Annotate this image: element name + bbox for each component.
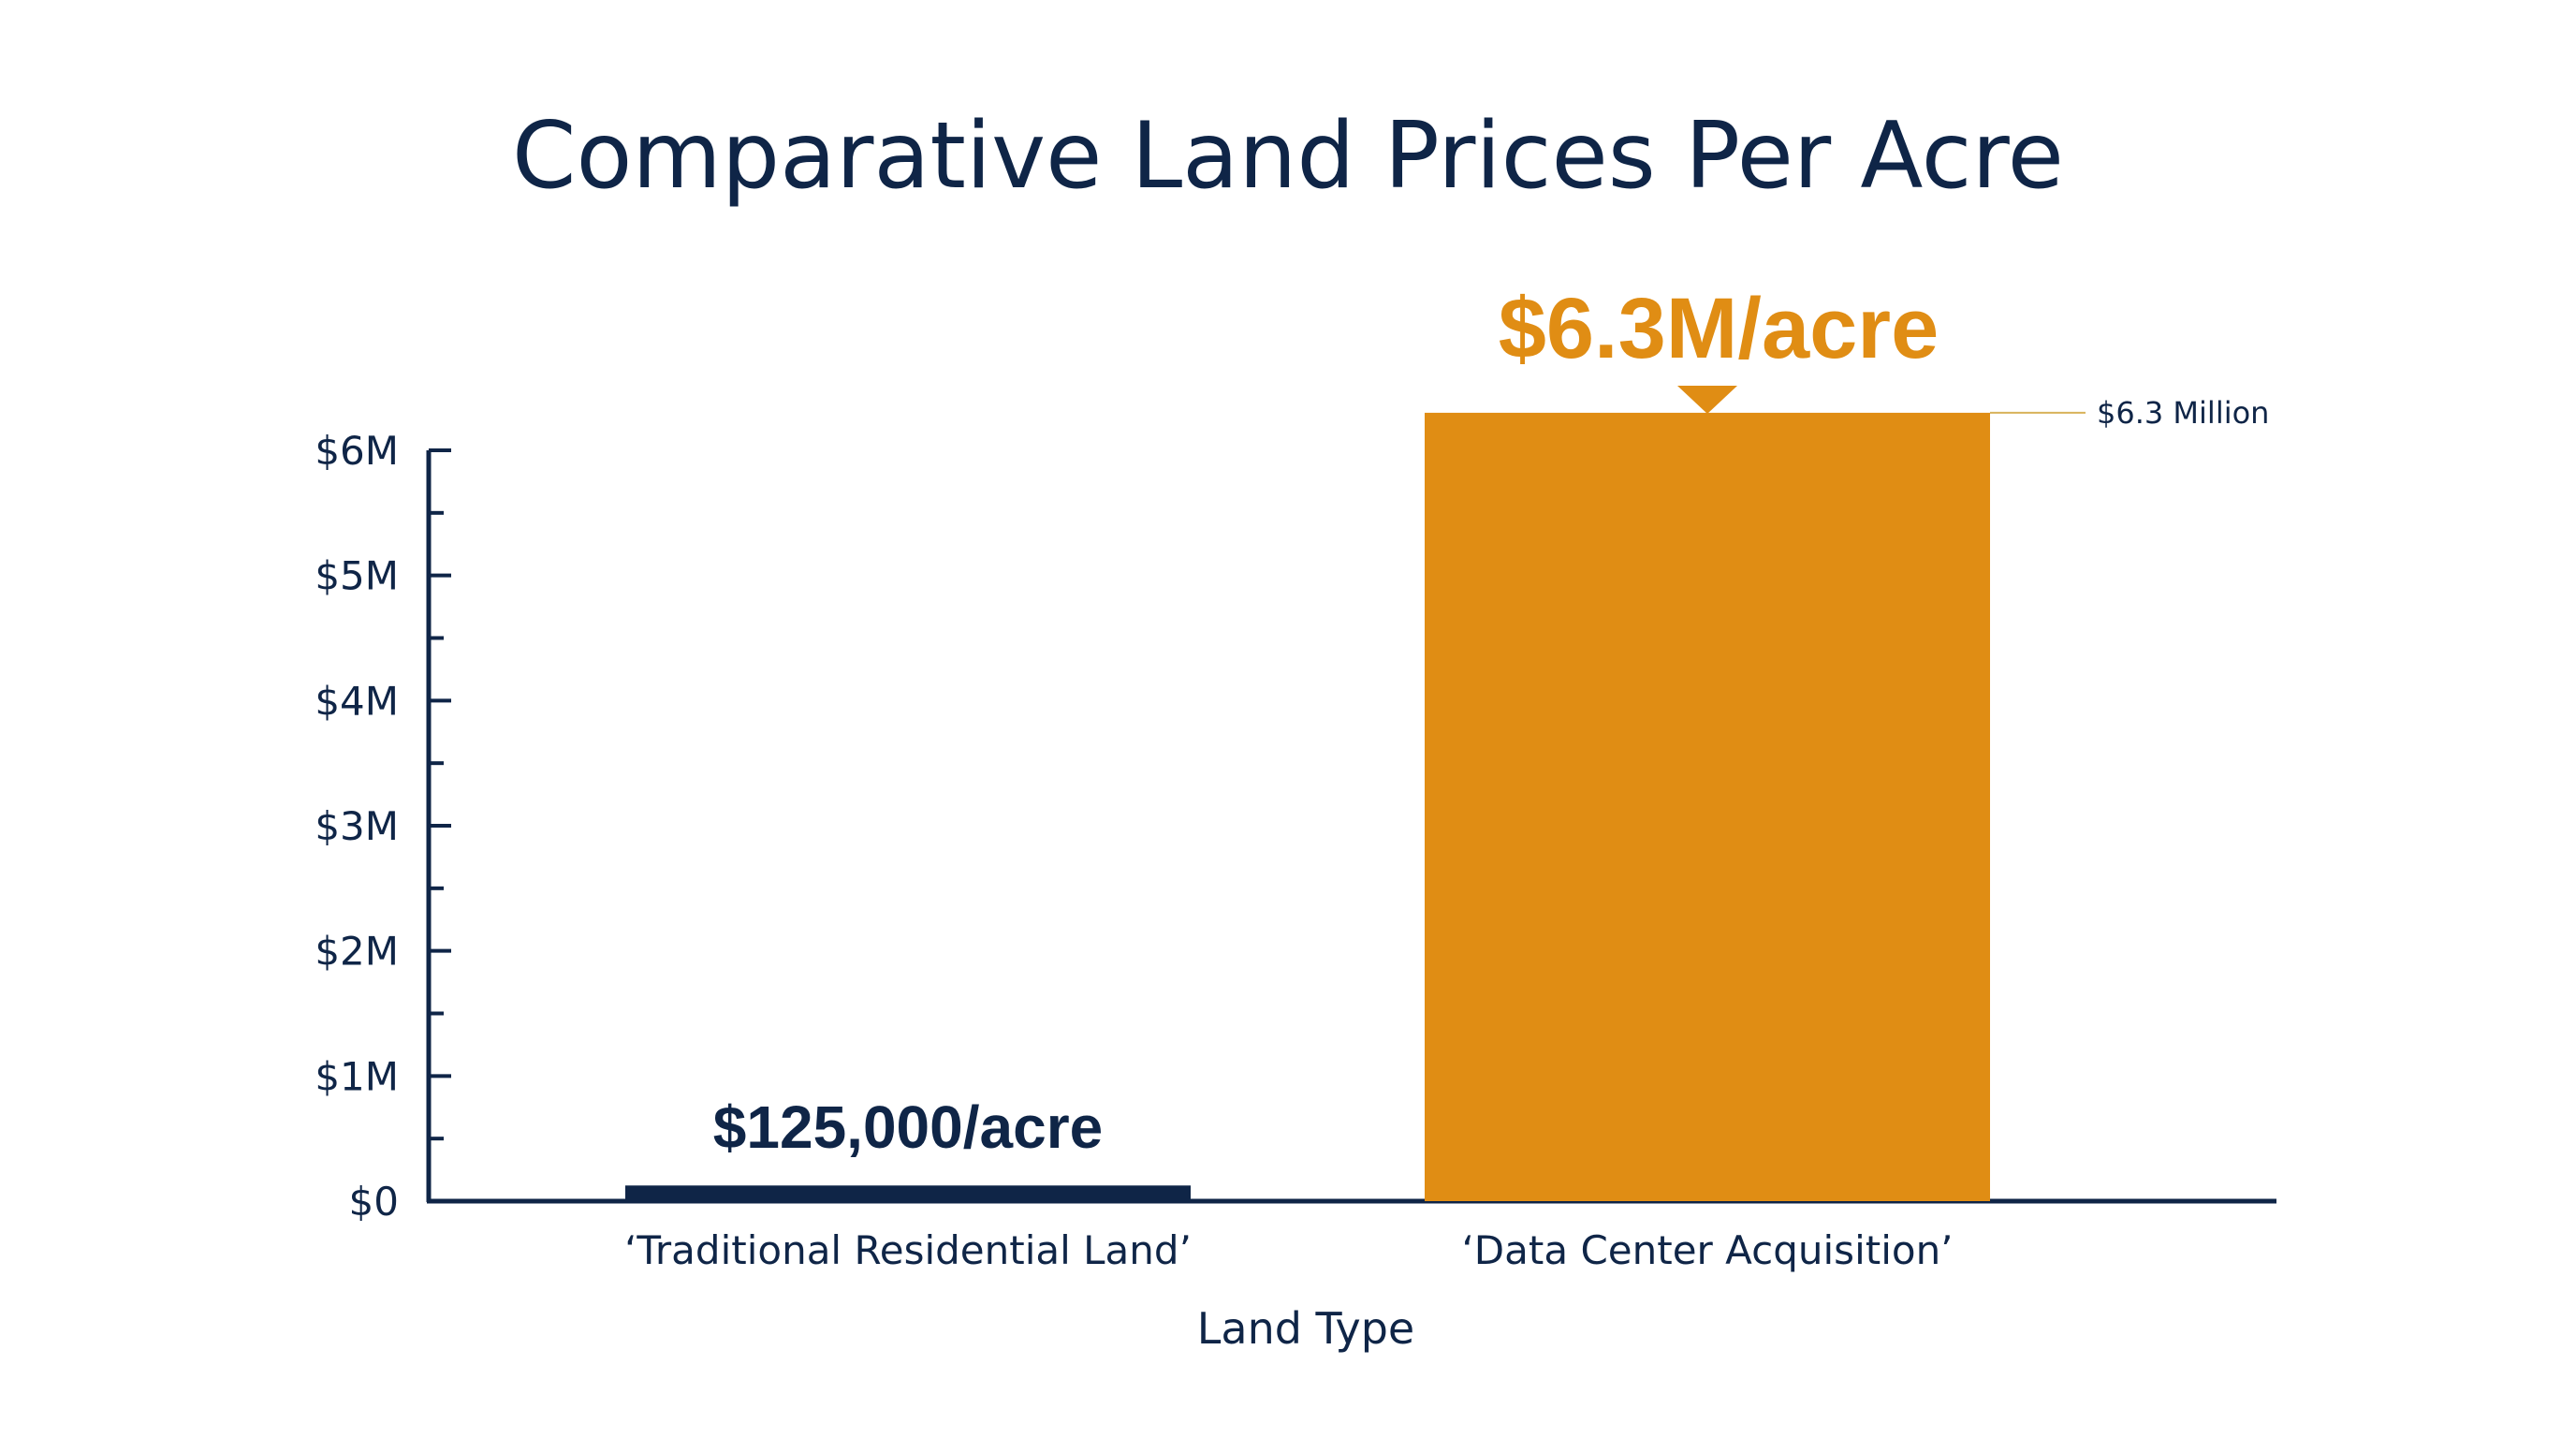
x-axis-title: Land Type [1197,1303,1414,1354]
bar [1425,412,1990,1201]
y-axis-ticks: $0 $1M $2M $3M $4M $5M $6M [315,428,451,1225]
y-tick-label: $0 [349,1179,399,1225]
y-tick-label: $1M [315,1053,399,1099]
y-tick-label: $3M [315,803,399,849]
bars [625,412,1990,1201]
pointer-triangle [1677,386,1737,414]
y-tick-label: $6M [315,428,399,474]
data-label: $6.3M/acre [1499,281,1939,376]
axes [426,450,2276,1204]
data-label: $125,000/acre [713,1093,1103,1161]
data-labels: $125,000/acre $6.3M/acre [713,281,1939,1161]
y-tick-label: $5M [315,553,399,599]
annotation-label: $6.3 Million [2097,395,2269,431]
category-label: ‘Data Center Acquisition’ [1461,1227,1953,1273]
category-labels: ‘Traditional Residential Land’ ‘Data Cent… [624,1227,1953,1273]
y-tick-label: $2M [315,929,399,975]
category-label: ‘Traditional Residential Land’ [624,1227,1192,1273]
annotation: $6.3 Million [1990,395,2269,431]
chart-title: Comparative Land Prices Per Acre [512,103,2064,210]
y-tick-label: $4M [315,678,399,724]
bar [625,1185,1191,1201]
